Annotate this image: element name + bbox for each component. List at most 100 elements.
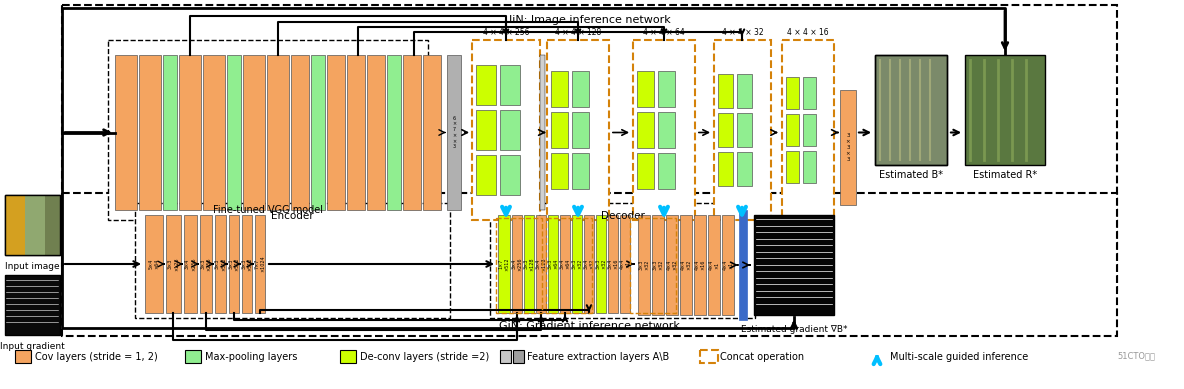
Bar: [786, 77, 799, 109]
Bar: [680, 215, 691, 315]
Bar: [179, 55, 201, 210]
Bar: [718, 152, 733, 186]
Bar: [637, 153, 654, 189]
Bar: [551, 112, 568, 148]
Text: 3×3
×128: 3×3 ×128: [523, 257, 534, 271]
Bar: [620, 215, 630, 313]
Bar: [736, 152, 752, 186]
Bar: [572, 153, 588, 189]
Text: 4×4
×16: 4×4 ×16: [695, 260, 706, 270]
Text: 3×4
×32: 3×4 ×32: [584, 259, 594, 269]
Bar: [803, 151, 816, 183]
Text: 4 × 4 × 64: 4 × 4 × 64: [643, 28, 684, 37]
Text: 1×7
×512: 1×7 ×512: [498, 257, 509, 271]
Bar: [694, 215, 706, 315]
Text: Fine-tuned VGG model: Fine-tuned VGG model: [213, 205, 323, 215]
Bar: [875, 55, 947, 165]
Bar: [525, 215, 534, 313]
Bar: [736, 74, 752, 108]
Bar: [184, 215, 197, 313]
Bar: [62, 5, 1117, 290]
Bar: [536, 215, 546, 313]
Bar: [500, 110, 520, 150]
Bar: [551, 153, 568, 189]
Bar: [202, 55, 225, 210]
Bar: [630, 218, 676, 313]
Text: 3×4
×256: 3×4 ×256: [511, 257, 522, 271]
Bar: [496, 218, 542, 313]
Text: 3×3
×512: 3×3 ×512: [215, 257, 226, 271]
Bar: [367, 55, 385, 210]
Bar: [185, 350, 201, 363]
Text: Feature extraction layers A\B: Feature extraction layers A\B: [527, 352, 669, 361]
Bar: [268, 55, 289, 210]
Text: 3
×
3
×
3: 3 × 3 × 3: [845, 133, 850, 161]
Text: Estimated B*: Estimated B*: [879, 170, 942, 180]
Bar: [403, 55, 422, 210]
Text: 3×4
×256: 3×4 ×256: [185, 257, 195, 271]
Bar: [781, 40, 834, 220]
Bar: [5, 195, 60, 255]
Text: Encoder: Encoder: [271, 211, 314, 221]
Text: 4 × 4 × 32: 4 × 4 × 32: [722, 28, 764, 37]
Text: Max-pooling layers: Max-pooling layers: [205, 352, 297, 361]
Bar: [658, 112, 675, 148]
Bar: [548, 215, 558, 313]
Bar: [803, 77, 816, 109]
Bar: [718, 113, 733, 147]
Text: 7×7
×1024: 7×7 ×1024: [255, 256, 265, 272]
Bar: [786, 114, 799, 146]
Bar: [139, 55, 161, 210]
Bar: [135, 203, 450, 318]
Bar: [387, 55, 401, 210]
Bar: [144, 215, 163, 313]
Text: Concat operation: Concat operation: [720, 352, 804, 361]
Bar: [242, 215, 252, 313]
Text: Estimated gradient ∇B*: Estimated gradient ∇B*: [741, 325, 848, 334]
Text: De-conv layers (stride =2): De-conv layers (stride =2): [360, 352, 489, 361]
Bar: [5, 195, 25, 255]
Bar: [476, 155, 496, 195]
Bar: [540, 55, 545, 210]
Bar: [658, 71, 675, 107]
Bar: [572, 71, 588, 107]
Text: 4×4
×32: 4×4 ×32: [681, 260, 691, 270]
Bar: [513, 350, 525, 363]
Bar: [498, 215, 510, 313]
Bar: [739, 210, 747, 320]
Bar: [637, 71, 654, 107]
Text: 3×3
×512: 3×3 ×512: [242, 257, 252, 271]
Text: 4×4
×1: 4×4 ×1: [619, 259, 630, 269]
Bar: [609, 215, 618, 313]
Bar: [658, 153, 675, 189]
Bar: [839, 90, 856, 205]
Bar: [736, 113, 752, 147]
Bar: [15, 350, 31, 363]
Text: 3×4
×128: 3×4 ×128: [535, 257, 546, 271]
Bar: [965, 55, 1045, 165]
Text: 3×3
×256: 3×3 ×256: [200, 257, 212, 271]
Bar: [665, 215, 678, 315]
Text: 4×4
×32: 4×4 ×32: [667, 260, 677, 270]
Bar: [637, 112, 654, 148]
Text: 3×3
×32: 3×3 ×32: [596, 259, 606, 269]
Bar: [803, 114, 816, 146]
Bar: [448, 55, 461, 210]
Text: Cov layers (stride = 1, 2): Cov layers (stride = 1, 2): [36, 352, 157, 361]
Bar: [722, 215, 734, 315]
Text: 3×3
×128: 3×3 ×128: [168, 257, 179, 271]
Text: 4 × 4 × 256: 4 × 4 × 256: [483, 28, 529, 37]
Bar: [572, 215, 583, 313]
Bar: [163, 55, 176, 210]
Bar: [327, 55, 345, 210]
Bar: [25, 195, 45, 255]
Bar: [255, 215, 265, 313]
Bar: [547, 40, 609, 220]
Bar: [115, 55, 137, 210]
Text: 4×4
×1: 4×4 ×1: [708, 260, 720, 270]
Bar: [718, 74, 733, 108]
Bar: [472, 40, 540, 220]
Bar: [490, 203, 755, 318]
Bar: [714, 40, 771, 220]
Bar: [754, 215, 834, 315]
